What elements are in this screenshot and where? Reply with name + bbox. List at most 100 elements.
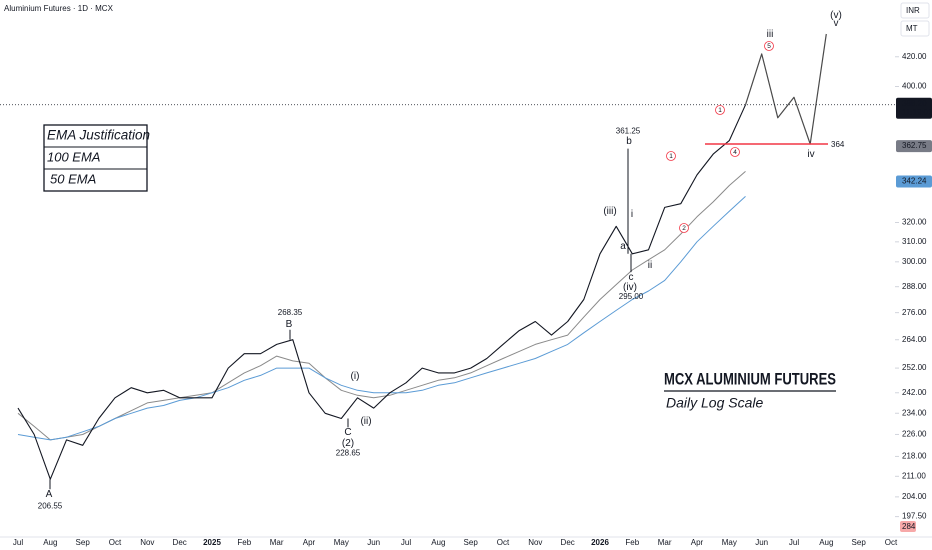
x-tick-label: Oct [109,538,122,547]
price-tag-label: 388.20 [902,99,927,108]
y-tick-label: 420.00 [902,52,927,61]
wave-label: iii [767,29,774,40]
wave-label: 4 [733,149,737,156]
plot-area [0,33,895,490]
x-tick-label: Apr [303,538,316,547]
legend-entry: 100 EMA [47,149,100,164]
y-tick-label: 197.50 [902,512,927,521]
price-annotation: 228.65 [336,448,361,457]
x-tick-label: Feb [237,538,251,547]
x-tick-label: Nov [528,538,542,547]
y-tick-label: 204.00 [902,492,927,501]
chart-title: Aluminium Futures · 1D · MCX [4,4,114,13]
x-tick-label: Apr [691,538,704,547]
x-tick-label: Aug [43,538,57,547]
wave-circle [730,147,740,157]
wave-label: (iii) [603,206,616,217]
ema-line [17,196,746,441]
wave-circle [764,41,774,51]
x-tick-label: Sep [852,538,867,547]
y-tick-label: 211.00 [902,471,926,480]
x-tick-label: Nov [140,538,154,547]
subheadline: Daily Log Scale [666,395,763,411]
price-axis [895,0,932,537]
unit-box[interactable] [900,20,930,37]
y-tick-label: 310.00 [902,237,927,246]
y-tick-label: 320.00 [902,218,927,227]
x-tick-label: 2025 [203,538,221,547]
y-tick-label: 264.00 [902,335,927,344]
x-tick-label: Dec [561,538,575,547]
wave-label: 1 [669,153,673,160]
wave-label: 2 [682,225,686,232]
price-annotation: 361.25 [616,127,641,136]
legend-title: EMA Justification [47,128,150,143]
x-tick-label: Jun [367,538,380,547]
wave-label: (iv) [623,282,637,293]
price-tag [896,175,932,188]
y-tick-label: 252.00 [902,363,927,372]
projection-line [744,33,827,145]
wave-circle [679,223,689,233]
wave-label: ii [648,260,652,271]
x-tick-label: Dec [173,538,187,547]
wave-circle [666,151,676,161]
x-tick-label: Jul [789,538,799,547]
y-tick-label: 300.00 [902,257,927,266]
wave-label: iv [807,149,814,160]
wave-label: 1 [718,107,722,114]
price-line [17,104,747,480]
x-tick-label: Mar [270,538,284,547]
volume-tag [900,521,916,532]
y-tick-label: 218.00 [902,452,927,461]
currency-box[interactable] [900,2,930,19]
wave-label: A [46,489,53,500]
price-tag-label: 362.75 [902,141,927,150]
wave-label: c [629,272,634,283]
volume-tag-label: 284 [902,522,916,531]
currency[interactable]: INR [906,6,920,15]
ema-line [17,171,746,441]
y-tick-label: 226.00 [902,430,927,439]
headline: MCX ALUMINIUM FUTURES [664,369,836,388]
x-tick-label: Jun [755,538,768,547]
legend-entry: 50 EMA [50,171,96,186]
x-tick-label: Aug [819,538,833,547]
countdown: 11:19:02 [902,108,932,117]
wave-label: v [834,18,839,29]
x-tick-label: Aug [431,538,445,547]
price-annotation: 295.00 [619,292,644,301]
x-tick-label: Jul [13,538,23,547]
wave-label: 5 [767,43,771,50]
legend: EMA Justification 100 EMA 50 EMA [43,124,150,192]
wave-label: C [344,427,351,438]
x-tick-label: Jul [401,538,411,547]
x-tick-label: Feb [625,538,639,547]
wave-circle [715,105,725,115]
price-tag [896,140,932,153]
wave-label: (2) [342,438,354,449]
x-tick-label: Mar [658,538,672,547]
price-annotation: 268.35 [278,308,303,317]
wave-label: a [620,241,626,252]
wave-label: (ii) [360,416,371,427]
x-tick-label: May [334,538,349,547]
y-tick-label: 234.00 [902,408,927,417]
price-annotation: 206.55 [38,501,63,510]
price-tag-label: 342.24 [902,177,927,186]
x-tick-label: 2026 [591,538,609,547]
x-tick-label: Sep [76,538,91,547]
level-label: 364 [831,140,845,149]
x-tick-label: Oct [497,538,510,547]
x-tick-label: May [722,538,737,547]
y-tick-label: 288.00 [902,282,927,291]
y-tick-label: 400.00 [902,82,927,91]
y-tick-label: 276.00 [902,308,927,317]
legend-box [43,124,148,192]
wave-label: b [626,136,632,147]
unit[interactable]: MT [906,24,918,33]
price-tag [896,97,932,119]
x-tick-label: Oct [885,538,898,547]
